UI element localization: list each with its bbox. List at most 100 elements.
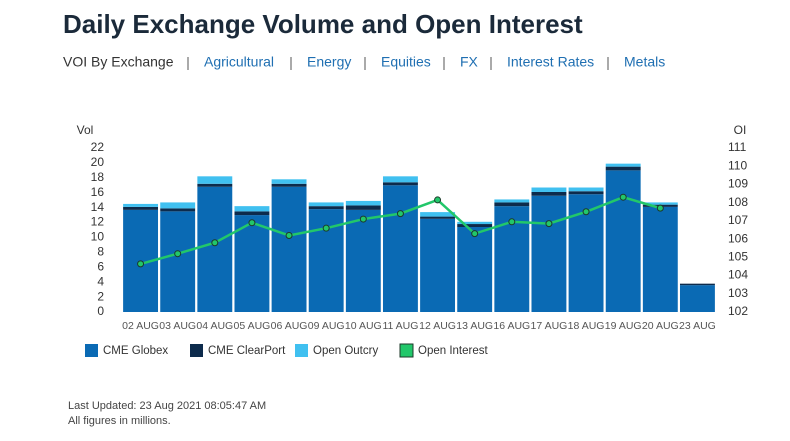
nav-link[interactable]: Energy: [307, 54, 351, 70]
nav-label: VOI By Exchange: [63, 54, 174, 70]
y-tick-label: 20: [91, 155, 105, 169]
x-tick-label: 03 AUG: [159, 320, 196, 332]
nav-link[interactable]: Equities: [381, 54, 431, 70]
bar-segment: [679, 285, 715, 312]
y-axis-label: Vol: [77, 123, 94, 137]
bar-segment: [494, 199, 530, 203]
bar-segment: [642, 206, 678, 312]
bar-segment: [531, 191, 567, 196]
y-tick-label: 6: [97, 259, 104, 273]
bar-segment: [420, 216, 456, 219]
bar-segment: [457, 224, 493, 228]
oi-point: [174, 250, 182, 258]
bar-segment: [457, 221, 493, 225]
y2-tick-label: 105: [728, 250, 748, 264]
oi-point: [322, 224, 330, 232]
bar-segment: [345, 205, 381, 210]
x-tick-label: 17 AUG: [531, 320, 568, 332]
bar-segment: [123, 203, 159, 207]
bar-segment: [531, 187, 567, 192]
bar-segment: [308, 202, 344, 207]
bar-segment: [160, 211, 196, 312]
oi-point: [285, 231, 293, 239]
bar-segment: [420, 212, 456, 217]
oi-point: [211, 239, 219, 247]
oi-point: [471, 230, 479, 238]
legend-swatch: [399, 343, 414, 358]
nav-link[interactable]: Metals: [624, 54, 665, 70]
bar-segment: [160, 202, 196, 209]
x-tick-label: 13 AUG: [456, 320, 493, 332]
legend-swatch: [190, 344, 203, 357]
bar-segment: [308, 206, 344, 210]
legend-label: Open Interest: [418, 345, 488, 357]
nav-link[interactable]: Agricultural: [204, 54, 274, 70]
y2-tick-label: 110: [728, 158, 747, 172]
y2-tick-label: 106: [728, 231, 748, 245]
oi-point: [582, 208, 590, 216]
x-tick-label: 18 AUG: [568, 320, 605, 332]
y-tick-label: 18: [91, 170, 105, 184]
y-tick-label: 8: [97, 245, 104, 259]
bar-segment: [531, 195, 567, 312]
y-tick-label: 22: [91, 140, 105, 154]
x-tick-label: 02 AUG: [122, 320, 159, 332]
y2-tick-label: 102: [728, 304, 748, 318]
bar-segment: [160, 208, 196, 212]
x-tick-label: 19 AUG: [605, 320, 642, 332]
y2-tick-label: 109: [728, 177, 748, 191]
x-tick-label: 06 AUG: [271, 320, 308, 332]
bar-segment: [420, 218, 456, 312]
bar-segment: [605, 166, 641, 171]
y-tick-label: 4: [97, 274, 104, 288]
bar-segment: [382, 182, 418, 186]
x-tick-label: 05 AUG: [234, 320, 271, 332]
y2-tick-label: 107: [728, 213, 748, 227]
bar-segment: [197, 176, 233, 184]
oi-point: [508, 218, 516, 226]
bar-segment: [345, 209, 381, 312]
bar-segment: [197, 186, 233, 312]
nav-link[interactable]: FX: [460, 54, 479, 70]
bar-segment: [123, 206, 159, 210]
bar-segment: [382, 176, 418, 183]
oi-point: [359, 215, 367, 223]
y-tick-label: 0: [97, 304, 104, 318]
bar-segment: [271, 183, 307, 187]
bar-segment: [679, 283, 715, 286]
legend-swatch: [295, 344, 308, 357]
oi-point: [656, 204, 664, 212]
bar-segment: [457, 227, 493, 312]
footer-updated: Last Updated: 23 Aug 2021 08:05:47 AM: [68, 400, 266, 412]
nav-link[interactable]: Interest Rates: [507, 54, 594, 70]
bar-segment: [568, 187, 604, 192]
footer-note: All figures in millions.: [68, 415, 171, 427]
x-tick-label: 23 AUG: [679, 320, 716, 332]
oi-point: [434, 196, 442, 204]
bar-segment: [271, 186, 307, 312]
legend-label: CME Globex: [103, 345, 168, 357]
y-tick-label: 10: [91, 230, 105, 244]
x-tick-label: 16 AUG: [493, 320, 530, 332]
y2-tick-label: 103: [728, 286, 748, 300]
bar-segment: [605, 163, 641, 167]
legend-swatch: [85, 344, 98, 357]
legend-label: Open Outcry: [313, 345, 378, 357]
x-tick-label: 11 AUG: [382, 320, 418, 332]
y2-tick-label: 104: [728, 268, 748, 282]
x-tick-label: 12 AUG: [419, 320, 456, 332]
x-tick-label: 20 AUG: [642, 320, 679, 332]
y2-tick-label: 111: [728, 140, 747, 154]
oi-point: [137, 260, 145, 268]
oi-point: [619, 193, 627, 201]
y-tick-label: 12: [91, 215, 105, 229]
x-tick-label: 10 AUG: [345, 320, 382, 332]
x-tick-label: 04 AUG: [196, 320, 233, 332]
y-tick-label: 2: [97, 289, 104, 303]
page-title: Daily Exchange Volume and Open Interest: [63, 9, 583, 39]
bar-segment: [197, 183, 233, 187]
x-tick-label: 09 AUG: [308, 320, 345, 332]
bar-segment: [568, 191, 604, 195]
y2-tick-label: 108: [728, 195, 748, 209]
